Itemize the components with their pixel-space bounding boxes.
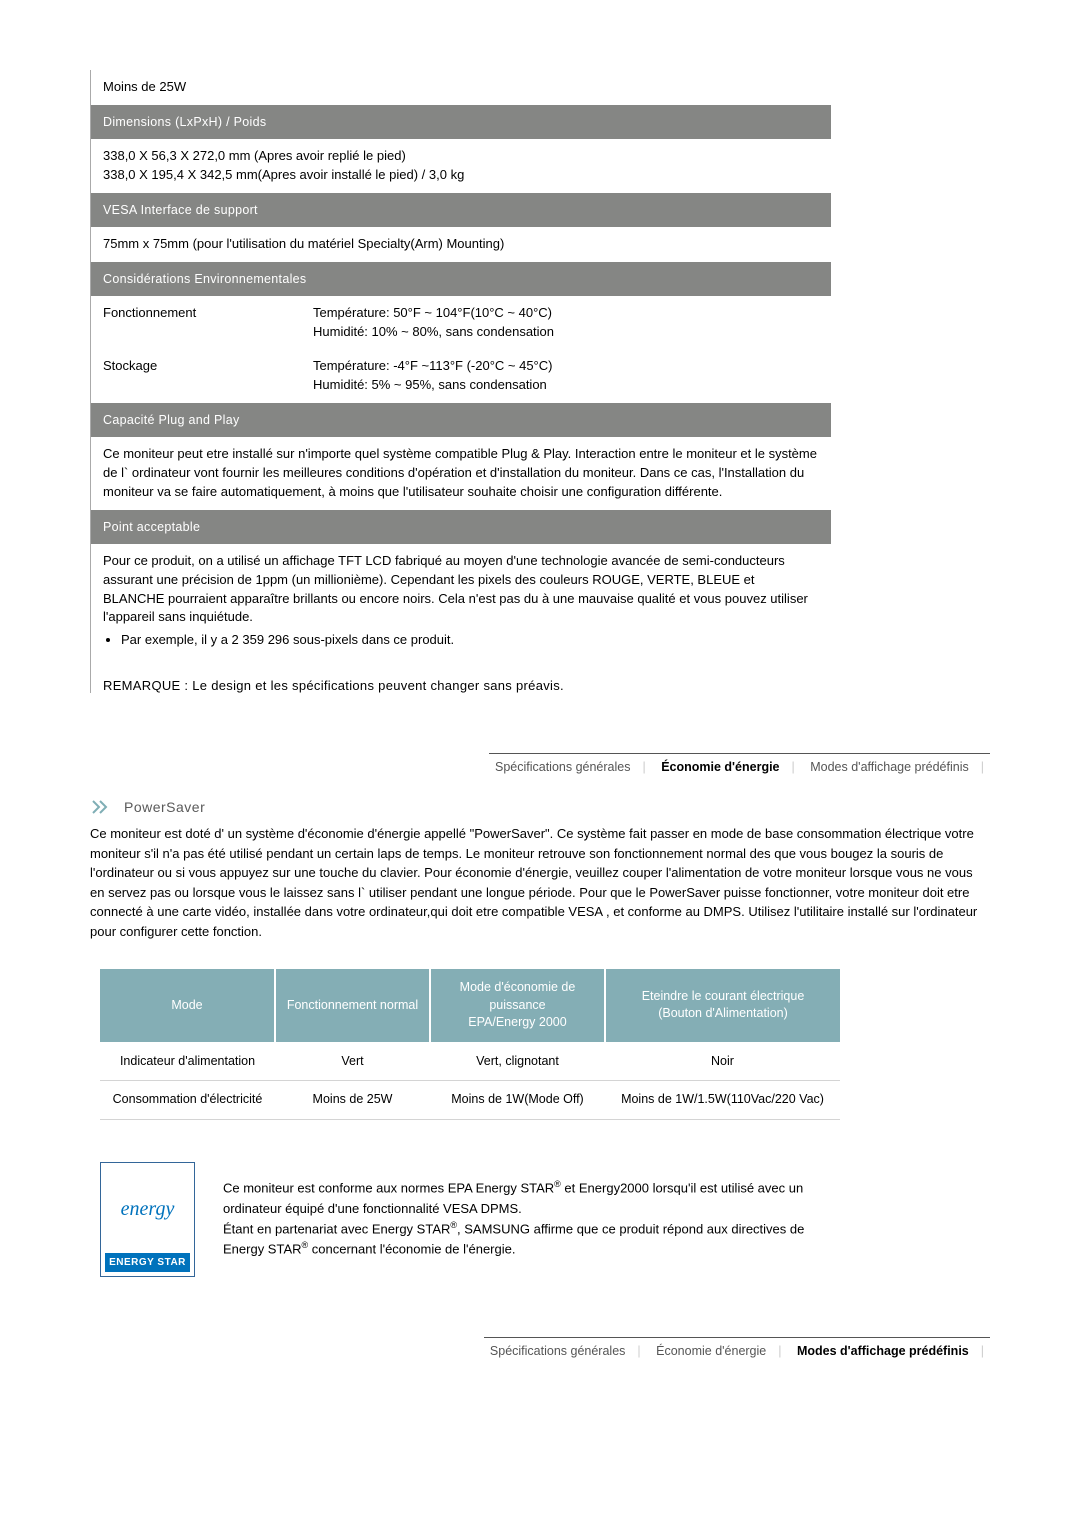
pnp-head: Capacité Plug and Play <box>91 403 831 437</box>
energy-logo-label: ENERGY STAR <box>105 1253 190 1272</box>
pt-body: Pour ce produit, on a utilisé un afficha… <box>103 553 808 625</box>
ps-h4: Eteindre le courant électrique (Bouton d… <box>605 969 840 1042</box>
tabbar-1: Spécifications générales| Économie d'éne… <box>90 753 990 774</box>
chevron-icon <box>90 796 112 818</box>
pt-body-cell: Pour ce produit, on a utilisé un afficha… <box>91 544 831 668</box>
ps-r1c4: Noir <box>605 1042 840 1081</box>
pt-head: Point acceptable <box>91 510 831 544</box>
tab-general-1[interactable]: Spécifications générales <box>489 760 637 774</box>
tab-sep: | <box>975 760 990 774</box>
tab-modes-2[interactable]: Modes d'affichage prédéfinis <box>791 1344 975 1358</box>
tab-energy-2[interactable]: Économie d'énergie <box>650 1344 772 1358</box>
ps-r1c3: Vert, clignotant <box>430 1042 605 1081</box>
dim-line2: 338,0 X 195,4 X 342,5 mm(Apres avoir ins… <box>103 167 464 182</box>
power-cell: Moins de 25W <box>91 70 831 105</box>
ps-r2c4: Moins de 1W/1.5W(110Vac/220 Vac) <box>605 1081 840 1120</box>
ps-h1: Mode <box>100 969 275 1042</box>
dim-body: 338,0 X 56,3 X 272,0 mm (Apres avoir rep… <box>91 139 831 193</box>
env-head: Considérations Environnementales <box>91 262 831 296</box>
ps-r1c2: Vert <box>275 1042 430 1081</box>
vesa-body: 75mm x 75mm (pour l'utilisation du matér… <box>91 227 831 262</box>
spec-table: Moins de 25W Dimensions (LxPxH) / Poids … <box>91 70 831 668</box>
tab-sep: | <box>772 1344 787 1358</box>
remark: REMARQUE : Le design et les spécificatio… <box>91 668 990 693</box>
dim-line1: 338,0 X 56,3 X 272,0 mm (Apres avoir rep… <box>103 148 406 163</box>
env-st-label: Stockage <box>91 349 301 403</box>
energy-line1a: Ce moniteur est conforme aux normes EPA … <box>223 1181 554 1196</box>
energy-line2a: Étant en partenariat avec Energy STAR <box>223 1221 450 1236</box>
env-op-body: Température: 50°F ~ 104°F(10°C ~ 40°C) H… <box>301 296 831 350</box>
dim-head: Dimensions (LxPxH) / Poids <box>91 105 831 139</box>
vesa-head: VESA Interface de support <box>91 193 831 227</box>
powersaver-body: Ce moniteur est doté d' un système d'éco… <box>90 824 990 941</box>
energy-star-logo: energy ENERGY STAR <box>100 1162 195 1277</box>
ps-r1c1: Indicateur d'alimentation <box>100 1042 275 1081</box>
tab-sep: | <box>975 1344 990 1358</box>
ps-h3: Mode d'économie de puissance EPA/Energy … <box>430 969 605 1042</box>
tab-sep: | <box>636 760 651 774</box>
tab-modes-1[interactable]: Modes d'affichage prédéfinis <box>804 760 975 774</box>
pt-bullet: Par exemple, il y a 2 359 296 sous-pixel… <box>121 631 819 650</box>
reg-mark: ® <box>554 1179 561 1189</box>
env-st-body: Température: -4°F ~113°F (-20°C ~ 45°C) … <box>301 349 831 403</box>
ps-r2c1: Consommation d'électricité <box>100 1081 275 1120</box>
energy-text: Ce moniteur est conforme aux normes EPA … <box>223 1178 823 1260</box>
energy-swirl: energy <box>105 1167 190 1253</box>
energy-line2c: concernant l'économie de l'énergie. <box>308 1242 515 1257</box>
tab-energy-1[interactable]: Économie d'énergie <box>655 760 785 774</box>
ps-r2c2: Moins de 25W <box>275 1081 430 1120</box>
tab-general-2[interactable]: Spécifications générales <box>484 1344 632 1358</box>
powersaver-title: PowerSaver <box>124 799 205 815</box>
pnp-body: Ce moniteur peut etre installé sur n'imp… <box>91 437 831 510</box>
ps-h2: Fonctionnement normal <box>275 969 430 1042</box>
tab-sep: | <box>786 760 801 774</box>
ps-r2c3: Moins de 1W(Mode Off) <box>430 1081 605 1120</box>
tabbar-2: Spécifications générales| Économie d'éne… <box>90 1337 990 1358</box>
powersaver-table: Mode Fonctionnement normal Mode d'économ… <box>100 969 840 1120</box>
tab-sep: | <box>631 1344 646 1358</box>
env-op-label: Fonctionnement <box>91 296 301 350</box>
